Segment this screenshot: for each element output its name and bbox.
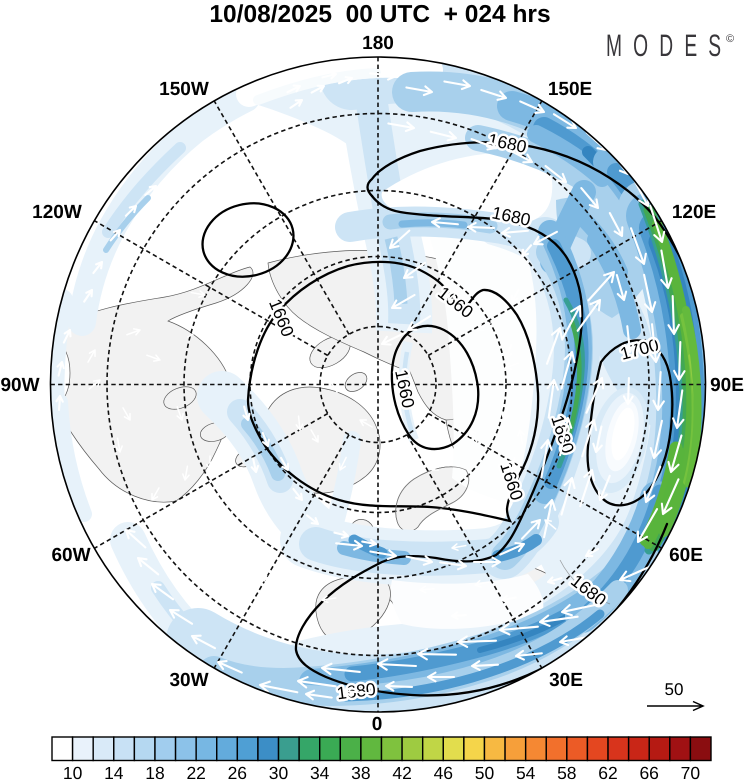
svg-text:26: 26 — [228, 763, 247, 782]
svg-text:58: 58 — [557, 763, 576, 782]
svg-text:©: © — [726, 33, 734, 45]
svg-text:60W: 60W — [51, 545, 90, 566]
svg-text:18: 18 — [145, 763, 164, 782]
svg-text:54: 54 — [516, 763, 536, 782]
svg-text:120E: 120E — [672, 202, 716, 223]
svg-text:180: 180 — [362, 33, 394, 54]
svg-text:70: 70 — [681, 763, 701, 782]
svg-text:22: 22 — [186, 763, 205, 782]
svg-text:120W: 120W — [32, 202, 82, 223]
svg-text:60E: 60E — [669, 545, 703, 566]
svg-text:14: 14 — [104, 763, 124, 782]
svg-text:0: 0 — [372, 714, 383, 735]
svg-text:34: 34 — [310, 763, 330, 782]
svg-text:MODES: MODES — [606, 28, 732, 63]
svg-text:38: 38 — [351, 763, 370, 782]
svg-text:90W: 90W — [0, 375, 39, 396]
svg-text:50: 50 — [475, 763, 495, 782]
svg-text:150W: 150W — [159, 79, 209, 100]
svg-text:10/08/2025 00 UTC + 024 hrs: 10/08/2025 00 UTC + 024 hrs — [209, 1, 550, 28]
svg-text:50: 50 — [665, 680, 684, 699]
svg-text:42: 42 — [392, 763, 411, 782]
svg-text:30: 30 — [269, 763, 289, 782]
svg-text:150E: 150E — [548, 79, 592, 100]
svg-text:46: 46 — [434, 763, 453, 782]
svg-text:10: 10 — [63, 763, 83, 782]
svg-text:30W: 30W — [169, 670, 208, 691]
svg-text:66: 66 — [639, 763, 658, 782]
svg-text:62: 62 — [598, 763, 617, 782]
svg-text:1680: 1680 — [336, 679, 377, 704]
svg-text:30E: 30E — [549, 670, 583, 691]
svg-text:90E: 90E — [710, 375, 744, 396]
